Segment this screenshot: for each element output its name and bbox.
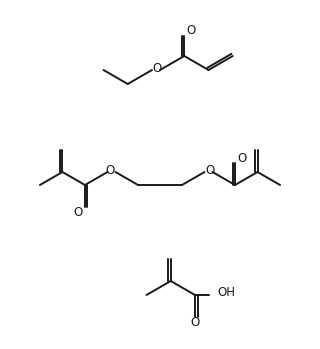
Text: O: O (237, 151, 247, 164)
Text: O: O (73, 206, 83, 218)
Text: O: O (205, 163, 214, 177)
Text: O: O (190, 317, 200, 329)
Text: O: O (187, 24, 196, 37)
Text: O: O (152, 61, 162, 74)
Text: O: O (106, 163, 115, 177)
Text: OH: OH (217, 287, 235, 299)
